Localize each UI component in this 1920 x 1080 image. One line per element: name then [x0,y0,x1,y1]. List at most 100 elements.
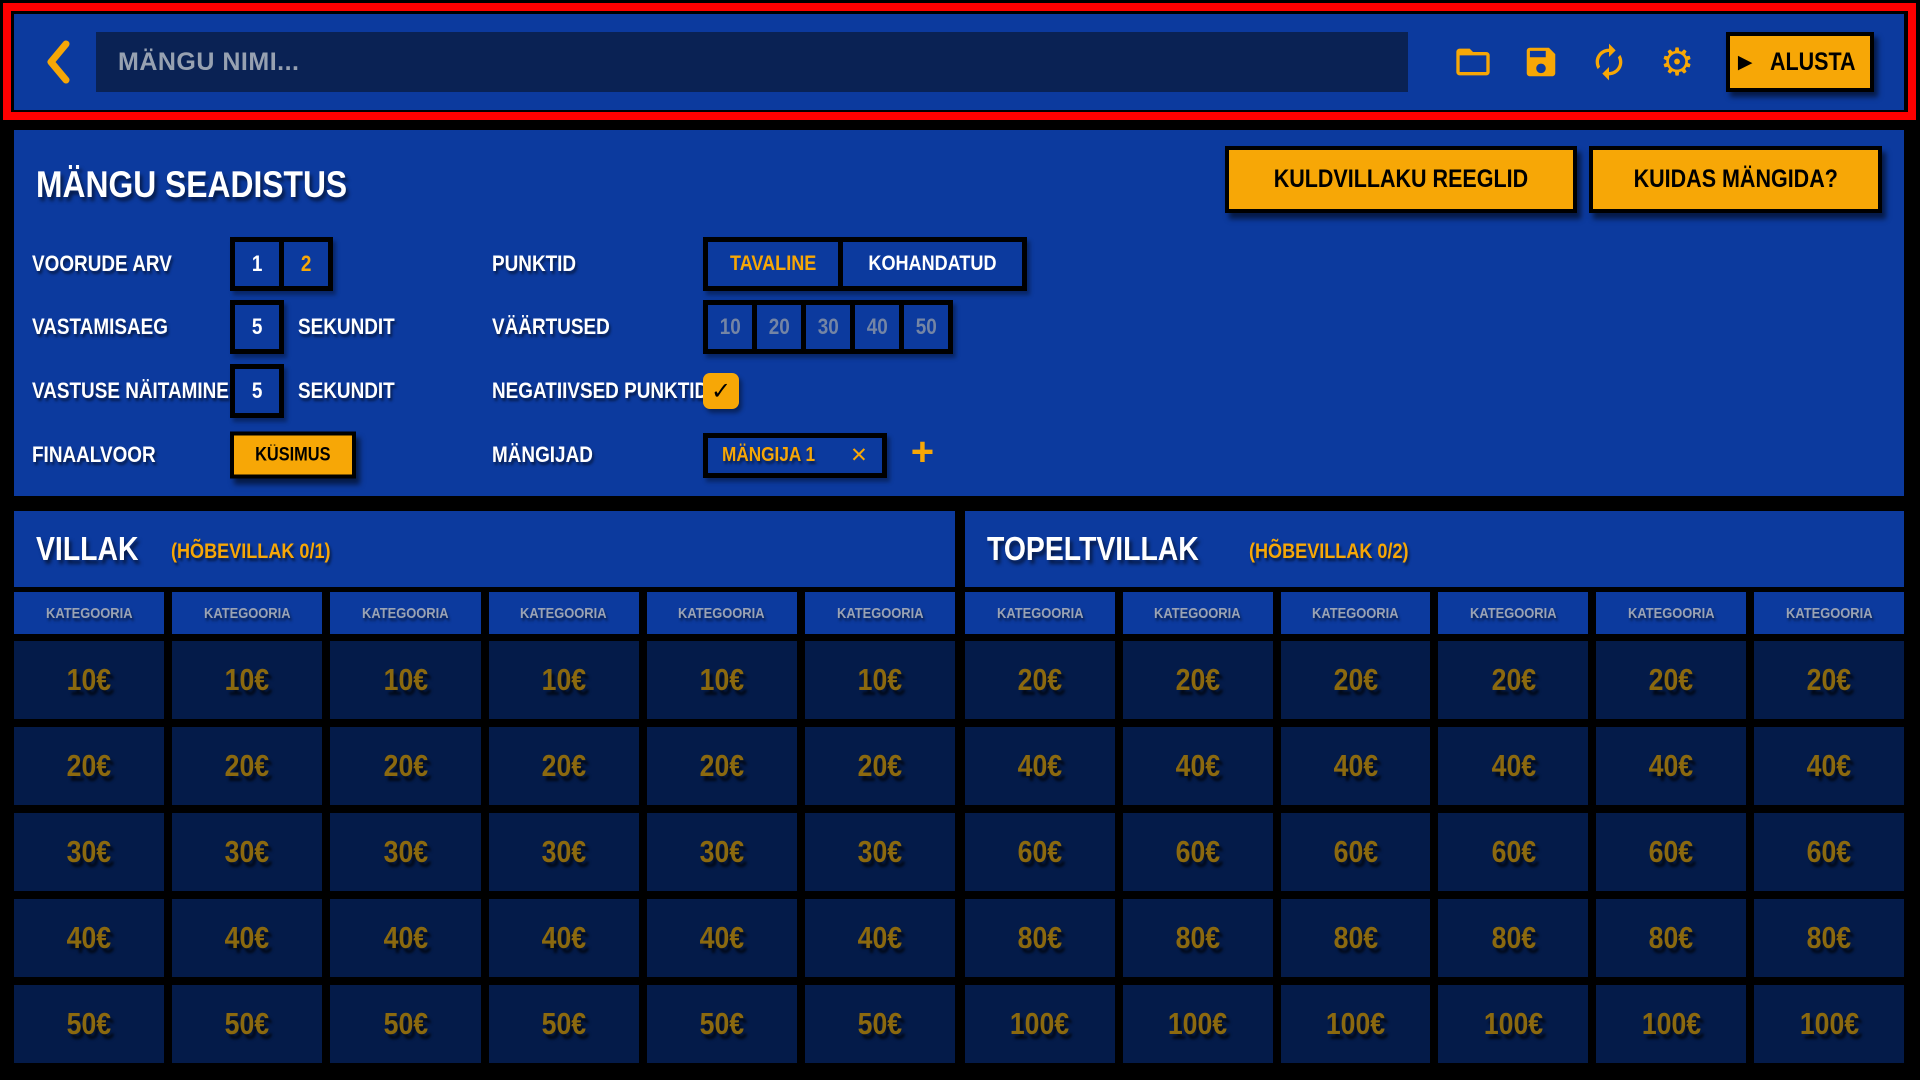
value-cell[interactable]: 40€ [330,899,481,977]
points-option-custom[interactable]: KOHANDATUD [843,242,1023,286]
category-cell[interactable]: KATEGOORIA [1280,592,1431,634]
value-cell[interactable]: 40€ [646,899,797,977]
value-cell[interactable]: 20€ [1438,641,1589,719]
points-option-normal[interactable]: TAVALINE [708,242,839,286]
value-cell[interactable]: 40€ [1754,727,1904,805]
value-cell[interactable]: 10€ [14,641,165,719]
open-game-button[interactable] [1452,41,1494,83]
value-cell[interactable]: 50€ [14,985,165,1063]
reset-button[interactable] [1588,41,1630,83]
value-cell[interactable]: 30€ [646,813,797,891]
value-cell[interactable]: 10€ [330,641,481,719]
value-cell[interactable]: 40€ [1122,727,1273,805]
value-option-20[interactable]: 20 [757,305,801,349]
category-cell[interactable]: KATEGOORIA [804,592,955,634]
value-cell[interactable]: 40€ [804,899,955,977]
value-cell[interactable]: 80€ [1280,899,1431,977]
value-cell[interactable]: 30€ [330,813,481,891]
value-option-30[interactable]: 30 [806,305,850,349]
category-cell[interactable]: KATEGOORIA [1438,592,1589,634]
value-cell[interactable]: 20€ [488,727,639,805]
value-cell[interactable]: 100€ [1122,985,1273,1063]
value-cell[interactable]: 40€ [14,899,165,977]
save-game-button[interactable] [1520,41,1562,83]
value-cell[interactable]: 20€ [172,727,323,805]
back-button[interactable] [40,39,76,85]
value-cell[interactable]: 30€ [14,813,165,891]
add-player-button[interactable]: + [911,432,934,478]
category-cell[interactable]: KATEGOORIA [965,592,1115,634]
value-cell[interactable]: 50€ [488,985,639,1063]
value-cell[interactable]: 50€ [330,985,481,1063]
value-cell[interactable]: 20€ [330,727,481,805]
category-cell[interactable]: KATEGOORIA [1122,592,1273,634]
category-cell[interactable]: KATEGOORIA [1754,592,1904,634]
value-cell[interactable]: 10€ [646,641,797,719]
value-cell[interactable]: 50€ [804,985,955,1063]
value-cell[interactable]: 40€ [1596,727,1747,805]
value-cell-label: 40€ [1648,748,1694,783]
final-round-question-button[interactable]: KÜSIMUS [230,431,356,479]
value-cell[interactable]: 80€ [1438,899,1589,977]
show-answer-value[interactable]: 5 [235,369,279,413]
value-cell[interactable]: 20€ [804,727,955,805]
value-cell[interactable]: 60€ [1754,813,1904,891]
category-cell[interactable]: KATEGOORIA [172,592,323,634]
value-cell[interactable]: 40€ [488,899,639,977]
show-answer-label: VASTUSE NÄITAMINE [32,378,229,403]
value-option-40[interactable]: 40 [855,305,899,349]
category-cell[interactable]: KATEGOORIA [488,592,639,634]
value-cell[interactable]: 20€ [646,727,797,805]
value-cell[interactable]: 50€ [172,985,323,1063]
value-cell[interactable]: 30€ [804,813,955,891]
start-game-button[interactable]: ▶ ALUSTA [1726,32,1874,92]
value-cell[interactable]: 80€ [1754,899,1904,977]
value-cell[interactable]: 60€ [1122,813,1273,891]
value-cell[interactable]: 10€ [488,641,639,719]
value-option-10[interactable]: 10 [708,305,752,349]
value-cell[interactable]: 60€ [965,813,1115,891]
value-cell[interactable]: 40€ [1438,727,1589,805]
rounds-option-2[interactable]: 2 [284,242,328,286]
value-option-50[interactable]: 50 [904,305,948,349]
answer-time-value[interactable]: 5 [235,305,279,349]
category-cell[interactable]: KATEGOORIA [1596,592,1747,634]
value-cell[interactable]: 20€ [965,641,1115,719]
category-cell[interactable]: KATEGOORIA [14,592,165,634]
value-cell[interactable]: 80€ [1122,899,1273,977]
category-cell-label: KATEGOORIA [678,604,765,622]
value-cell[interactable]: 80€ [1596,899,1747,977]
value-cell[interactable]: 100€ [1438,985,1589,1063]
negative-points-checkbox[interactable]: ✓ [703,373,739,409]
value-cell[interactable]: 20€ [1596,641,1747,719]
value-cell[interactable]: 40€ [965,727,1115,805]
value-cell[interactable]: 20€ [1280,641,1431,719]
value-cell[interactable]: 10€ [804,641,955,719]
value-cell[interactable]: 60€ [1596,813,1747,891]
value-cell[interactable]: 20€ [14,727,165,805]
value-cell[interactable]: 80€ [965,899,1115,977]
settings-button[interactable]: ⚙ [1656,41,1698,83]
category-cell[interactable]: KATEGOORIA [646,592,797,634]
how-to-play-button[interactable]: KUIDAS MÄNGIDA? [1588,146,1882,213]
value-cell[interactable]: 30€ [488,813,639,891]
value-cell[interactable]: 40€ [1280,727,1431,805]
value-cell[interactable]: 100€ [1280,985,1431,1063]
value-cell[interactable]: 20€ [1122,641,1273,719]
remove-player-icon[interactable]: ✕ [850,443,868,467]
value-cell[interactable]: 100€ [1754,985,1904,1063]
game-name-input[interactable] [96,32,1408,92]
value-cell[interactable]: 100€ [965,985,1115,1063]
value-cell[interactable]: 60€ [1280,813,1431,891]
value-cell[interactable]: 40€ [172,899,323,977]
value-cell[interactable]: 10€ [172,641,323,719]
goldvillak-rules-button[interactable]: KULDVILLAKU REEGLID [1224,146,1577,213]
value-cell[interactable]: 30€ [172,813,323,891]
value-cell[interactable]: 20€ [1754,641,1904,719]
topbar: ⚙ ▶ ALUSTA [14,14,1904,110]
value-cell[interactable]: 60€ [1438,813,1589,891]
value-cell[interactable]: 50€ [646,985,797,1063]
category-cell[interactable]: KATEGOORIA [330,592,481,634]
value-cell[interactable]: 100€ [1596,985,1747,1063]
rounds-option-1[interactable]: 1 [235,242,279,286]
